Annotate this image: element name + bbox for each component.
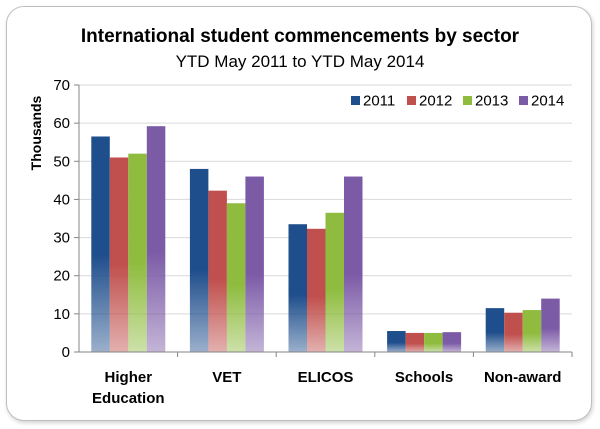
legend-label: 2014: [531, 93, 564, 110]
x-category-label: Schools: [395, 369, 453, 386]
bars: [91, 126, 560, 353]
bar-2012-1: [208, 190, 227, 352]
bar-2014-0: [146, 126, 166, 353]
legend-label: 2013: [475, 93, 508, 110]
legend-swatch: [519, 96, 528, 105]
bar-2012-4: [504, 312, 523, 352]
axes: 0 10 20 30 40 50 60 70 Higher Education VET ELICOS S…: [53, 77, 573, 407]
y-tick-label: 60: [53, 115, 70, 132]
legend-swatch: [463, 96, 472, 105]
bar-2011-4: [485, 308, 505, 352]
chart-subtitle: YTD May 2011 to YTD May 2014: [175, 52, 425, 71]
x-category-label: ELICOS: [298, 369, 354, 386]
x-category-label: VET: [212, 369, 241, 386]
bar-2012-2: [307, 228, 326, 352]
bar-2014-1: [245, 176, 264, 352]
bar-2012-3: [405, 332, 425, 352]
legend-label: 2011: [363, 93, 395, 110]
legend: 2011 2012 2013 2014: [351, 93, 564, 110]
bar-2013-0: [128, 153, 147, 352]
bar-2013-4: [522, 310, 542, 352]
legend-swatch: [351, 96, 360, 105]
y-tick-label: 70: [53, 77, 70, 94]
chart-title: International student commencements by s…: [80, 26, 520, 47]
bar-2011-1: [189, 168, 209, 352]
bar-2011-2: [288, 224, 307, 352]
y-tick-label: 0: [62, 344, 70, 361]
bar-2012-0: [109, 157, 129, 352]
y-tick-label: 30: [53, 230, 70, 247]
y-tick-label: 20: [53, 268, 70, 285]
bar-2014-4: [541, 298, 560, 352]
bar-2014-3: [442, 332, 462, 352]
x-category-label: Education: [92, 390, 165, 407]
bar-2013-2: [325, 212, 344, 352]
bar-2014-2: [344, 176, 363, 352]
y-tick-label: 10: [53, 306, 70, 323]
y-tick-label: 50: [53, 153, 70, 170]
y-tick-label: 40: [53, 191, 70, 208]
y-axis-label: Thousands: [28, 95, 44, 170]
x-category-label: Non-award: [484, 369, 562, 386]
bar-2011-0: [91, 136, 110, 352]
x-category-label: Higher: [105, 369, 153, 386]
bar-2013-3: [424, 332, 443, 352]
bar-2013-1: [226, 203, 246, 352]
bar-2011-3: [387, 331, 406, 352]
legend-label: 2012: [419, 93, 452, 110]
legend-swatch: [407, 96, 416, 105]
